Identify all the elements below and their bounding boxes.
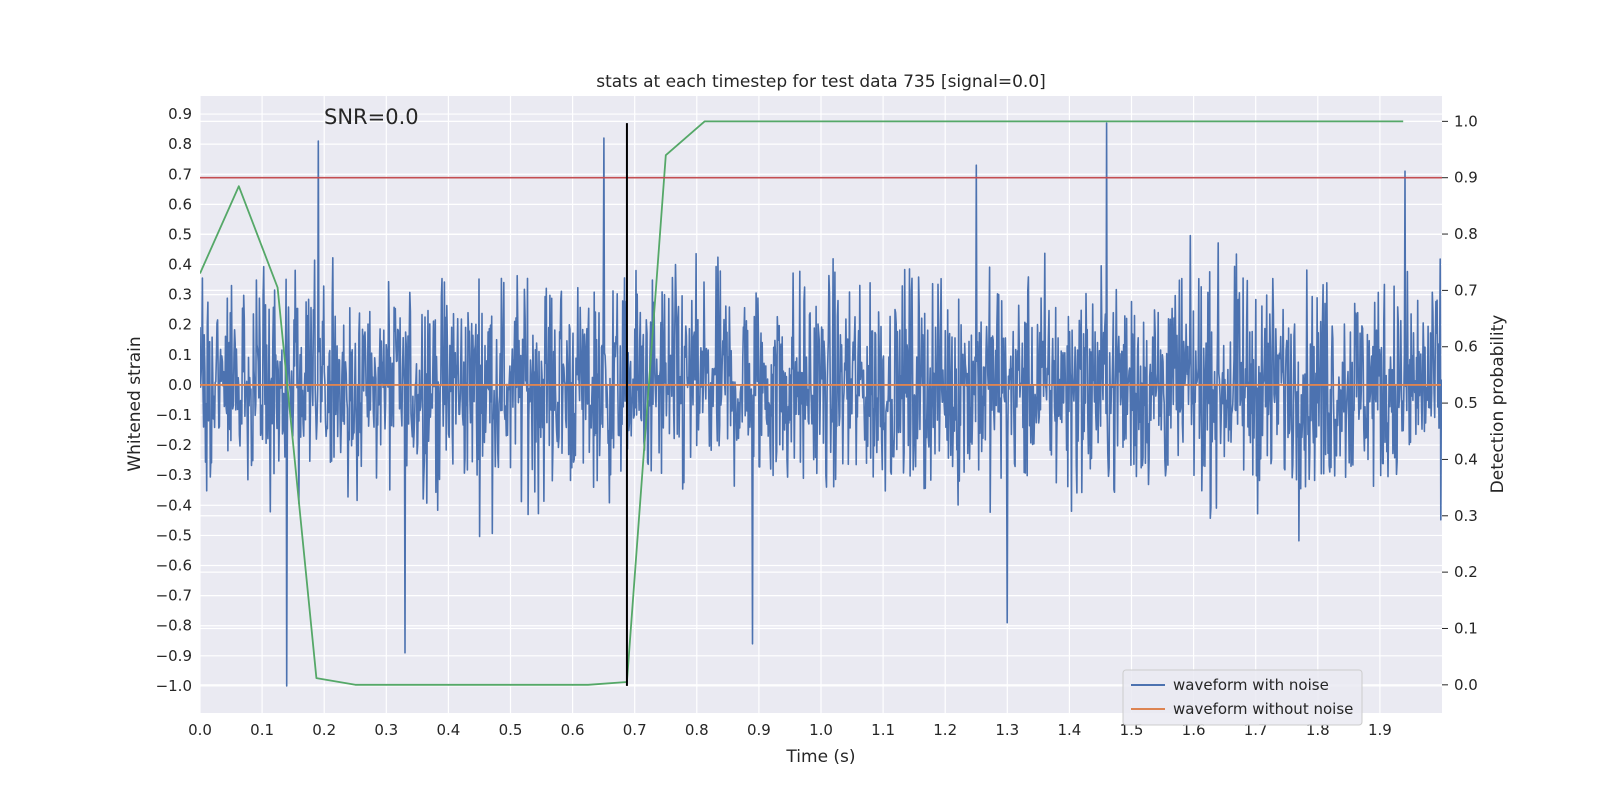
y2-tick-label: 0.4 [1454, 450, 1478, 468]
legend-box [1122, 669, 1363, 726]
y-tick-label: −0.6 [156, 557, 192, 575]
y2-tick-label: 0.3 [1454, 507, 1478, 525]
x-tick-label: 0.2 [312, 721, 336, 739]
y-tick-label: −0.4 [156, 496, 192, 514]
y-tick-label: 0.7 [168, 165, 192, 183]
snr-annotation: SNR=0.0 [324, 105, 419, 129]
y2-tick-label: 0.7 [1454, 281, 1478, 299]
x-tick-label: 0.0 [188, 721, 212, 739]
chart-title: stats at each timestep for test data 735… [596, 72, 1046, 92]
series-waveform-with-noise [200, 122, 1442, 687]
y-tick-label: 0.3 [168, 286, 192, 304]
y-tick-label: 0.2 [168, 316, 192, 334]
y-tick-label: −0.8 [156, 617, 192, 635]
y-tick-label: 0.8 [168, 135, 192, 153]
x-tick-label: 1.1 [871, 721, 895, 739]
x-tick-label: 0.4 [436, 721, 460, 739]
y-tick-label: −0.9 [156, 647, 192, 665]
x-axis-ticks: 0.0 0.1 0.2 0.3 0.4 0.5 0.6 0.7 0.8 0.9 1.0 1.1 1.2 1… [188, 721, 1392, 739]
y-tick-label: 0.9 [168, 105, 192, 123]
y-tick-label: 0.5 [168, 225, 192, 243]
y-axis-label: Whitened strain [125, 336, 145, 471]
y-tick-label: −0.7 [156, 587, 192, 605]
x-tick-label: 0.8 [685, 721, 709, 739]
y2-tick-label: 0.0 [1454, 676, 1478, 694]
y2-tick-label: 0.5 [1454, 394, 1478, 412]
legend-label-clean: waveform without noise [1173, 700, 1353, 718]
y-tick-label: −0.3 [156, 466, 192, 484]
x-tick-label: 0.6 [561, 721, 585, 739]
x-tick-label: 0.5 [499, 721, 523, 739]
y2-axis-label: Detection probability [1488, 315, 1508, 494]
y-tick-label: 0.4 [168, 256, 192, 274]
y-tick-label: −1.0 [156, 677, 192, 695]
legend: waveform with noise waveform without noi… [1122, 669, 1363, 726]
y-tick-label: −0.1 [156, 406, 192, 424]
y2-tick-label: 0.1 [1454, 619, 1478, 637]
x-tick-label: 1.3 [995, 721, 1019, 739]
y2-tick-label: 0.2 [1454, 563, 1478, 581]
y-tick-label: −0.5 [156, 526, 192, 544]
y-tick-label: 0.1 [168, 346, 192, 364]
y2-axis-ticks: 1.0 0.9 0.8 0.7 0.6 0.5 0.4 0.3 0.2 0.1 0.0 [1442, 112, 1478, 694]
x-tick-label: 0.1 [250, 721, 274, 739]
y-tick-label: −0.2 [156, 436, 192, 454]
x-tick-label: 0.7 [623, 721, 647, 739]
series-detection-probability [200, 120, 1404, 686]
legend-label-noise: waveform with noise [1173, 676, 1329, 694]
x-tick-label: 1.9 [1368, 721, 1392, 739]
x-tick-label: 1.0 [809, 721, 833, 739]
x-tick-label: 0.3 [374, 721, 398, 739]
y2-tick-label: 0.9 [1454, 169, 1478, 187]
y-tick-label: 0.6 [168, 195, 192, 213]
y2-tick-label: 0.8 [1454, 225, 1478, 243]
x-tick-label: 1.2 [933, 721, 957, 739]
x-tick-label: 0.9 [747, 721, 771, 739]
y-axis-ticks: 0.9 0.8 0.7 0.6 0.5 0.4 0.3 0.2 0.1 0.0 −0.1 −0.2 −0… [156, 105, 192, 695]
x-tick-label: 1.4 [1057, 721, 1081, 739]
y2-tick-label: 1.0 [1454, 112, 1478, 130]
x-axis-label: Time (s) [785, 747, 855, 767]
y2-tick-label: 0.6 [1454, 338, 1478, 356]
y-tick-label: 0.0 [168, 376, 192, 394]
